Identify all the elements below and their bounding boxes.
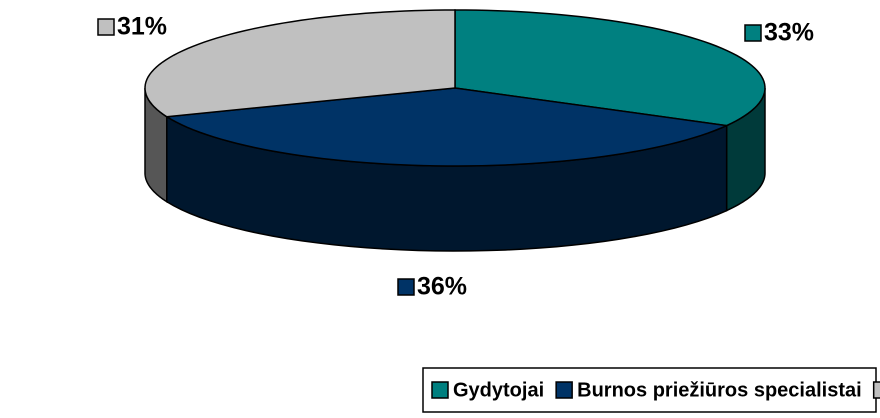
- slice: [454, 9, 766, 127]
- label-swatch: [397, 278, 415, 296]
- label-swatch: [744, 24, 762, 42]
- slice: [144, 9, 456, 118]
- legend-swatch: [872, 381, 880, 399]
- legend-label: Burnos priežiūros specialistai: [577, 379, 862, 401]
- slice: [164, 87, 730, 167]
- pie: [144, 9, 766, 252]
- legend-swatch: [431, 381, 449, 399]
- label-swatch: [97, 18, 115, 36]
- data-label: 31%: [117, 13, 167, 41]
- legend-label: Gydytojai: [453, 379, 544, 401]
- data-label: 33%: [764, 19, 814, 47]
- legend-swatch: [555, 381, 573, 399]
- data-labels: 33% 36% 31%: [97, 13, 814, 301]
- data-label: 36%: [417, 273, 467, 301]
